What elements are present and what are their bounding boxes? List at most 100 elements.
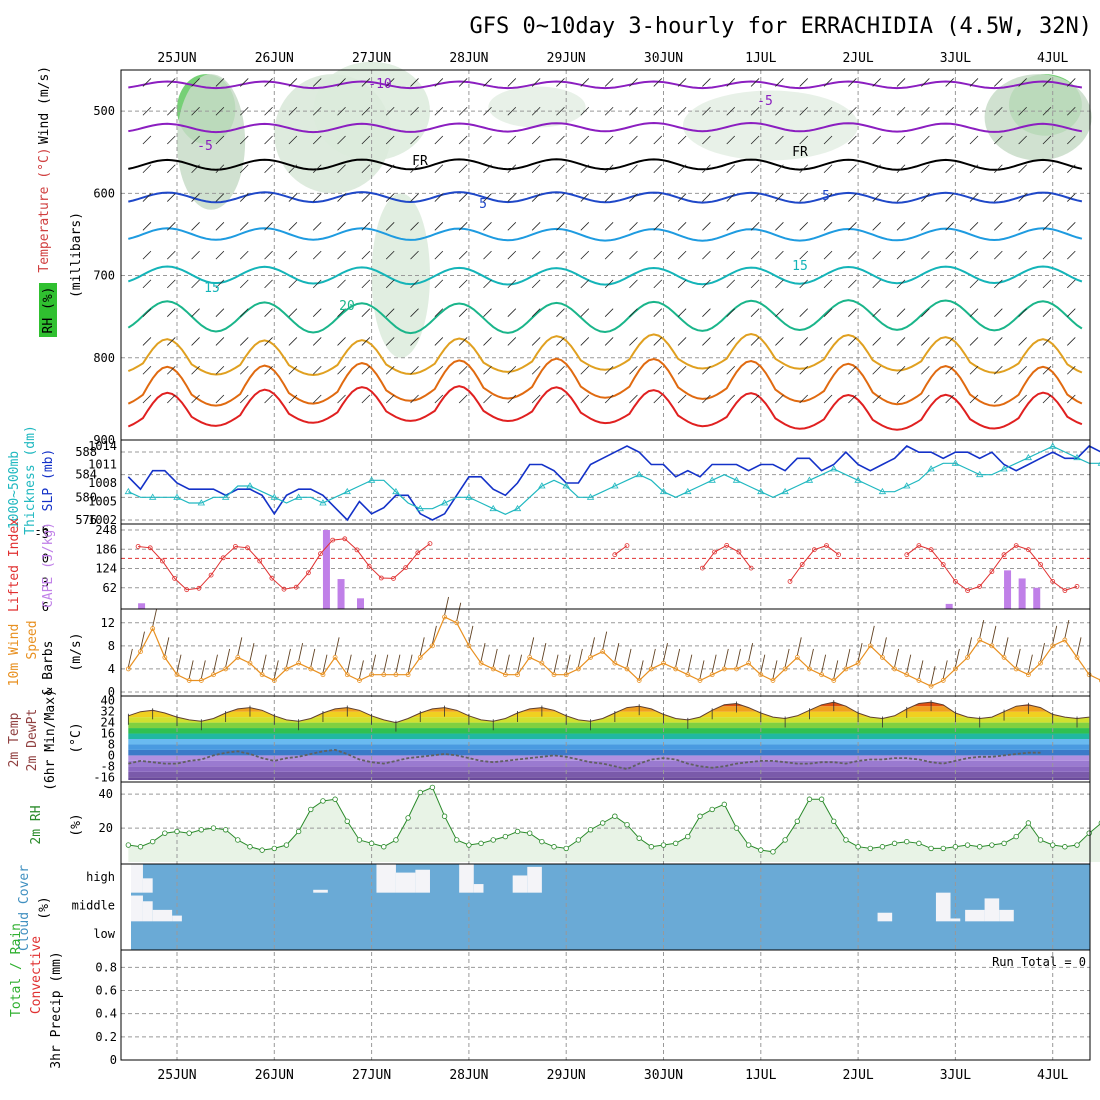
thickness-marker xyxy=(124,487,133,495)
wind-barb xyxy=(702,164,711,174)
wind-barb xyxy=(969,106,979,116)
wind-barb xyxy=(604,308,614,317)
wind-barb xyxy=(702,365,711,375)
lifted-index-marker xyxy=(736,549,742,555)
temp-color-band xyxy=(128,744,1090,750)
lifted-index-marker xyxy=(1050,579,1056,584)
wind-barb xyxy=(799,365,809,375)
cape-tick: 62 xyxy=(103,581,117,595)
rh-marker xyxy=(818,796,825,802)
wind-barb xyxy=(556,135,565,145)
wind-barb xyxy=(288,78,298,87)
wind-barb xyxy=(361,164,371,174)
pressure-tick: 500 xyxy=(93,104,115,118)
wind-barb xyxy=(531,279,541,289)
wind-barb xyxy=(434,250,444,260)
wind-barb xyxy=(945,193,954,202)
lifted-index-line xyxy=(789,545,839,582)
wind-barb xyxy=(677,222,687,231)
temp-color-band xyxy=(128,771,1090,778)
wind-barb xyxy=(337,135,346,145)
wind-barb xyxy=(385,394,395,404)
wind-barb xyxy=(750,222,760,231)
lifted-index-marker xyxy=(1001,552,1007,558)
rh-marker xyxy=(539,838,545,845)
rh-marker xyxy=(685,833,691,840)
wind-barb xyxy=(677,279,687,289)
date-label-bottom: 25JUN xyxy=(157,1068,196,1083)
surface-wind-barb xyxy=(225,648,231,668)
rh-marker xyxy=(441,813,448,819)
wind-barb xyxy=(239,394,249,404)
wind-barb xyxy=(848,308,857,317)
surface-wind-barb xyxy=(796,637,802,656)
wind-barb xyxy=(215,135,225,145)
rh-marker xyxy=(332,796,338,802)
surface-wind-barb xyxy=(736,648,741,668)
surface-wind-barb xyxy=(809,648,814,668)
thickness-marker xyxy=(586,493,595,500)
wind-barb xyxy=(848,250,857,260)
wind-barb xyxy=(385,78,395,87)
wind-barb xyxy=(580,135,590,145)
lifted-index-marker xyxy=(953,579,958,584)
lifted-index-marker xyxy=(612,552,618,558)
temperature-contour xyxy=(128,158,1083,171)
wind-barb xyxy=(288,164,298,174)
wind-barb xyxy=(823,164,833,174)
precip-tick: 0.6 xyxy=(95,984,117,998)
rh-marker xyxy=(636,835,642,841)
wind-speed-marker xyxy=(1025,672,1031,678)
rh-marker xyxy=(137,844,144,850)
wind-speed-marker xyxy=(235,654,241,660)
wind-speed-marker xyxy=(600,649,606,655)
wind-barb xyxy=(896,135,906,145)
rh-marker xyxy=(1037,837,1044,843)
temperature-contour xyxy=(128,191,1083,204)
surface-wind-barb xyxy=(1003,637,1009,656)
wind-barb xyxy=(896,365,906,375)
wind-speed-marker xyxy=(174,672,180,678)
wind-barb xyxy=(483,394,492,404)
cloud-axis-label: (%) xyxy=(37,896,52,919)
wind-barb xyxy=(604,394,614,404)
wind-barb xyxy=(580,394,590,404)
cloud-layer-label: low xyxy=(93,927,115,941)
wind-barb xyxy=(191,106,200,116)
wind-barb xyxy=(1042,308,1052,317)
wind-speed-marker xyxy=(551,672,557,678)
wind-speed-marker xyxy=(198,678,204,683)
wind-barb xyxy=(337,193,346,202)
wind-barb xyxy=(361,308,371,317)
wind-barbs-label: & Barbs xyxy=(41,641,56,696)
wind-speed-marker xyxy=(150,626,156,631)
wind-speed-marker xyxy=(612,660,618,666)
wind-barb xyxy=(483,78,492,87)
wind-barb xyxy=(604,222,614,231)
temp-tick: 0 xyxy=(108,748,115,762)
wind-tick: 8 xyxy=(108,639,115,653)
rh-patch xyxy=(313,61,430,161)
wind-barb xyxy=(239,365,249,375)
surface-wind-barb xyxy=(140,631,145,650)
wind-barb xyxy=(458,250,468,260)
rh-marker xyxy=(1013,833,1019,840)
wind-barb xyxy=(239,135,249,145)
wind-barb xyxy=(1018,394,1027,404)
wind-barb xyxy=(337,337,346,346)
slp-label: SLP (mb) xyxy=(41,449,56,512)
wind-barb xyxy=(629,365,638,375)
date-label-top: 2JUL xyxy=(842,51,873,66)
temp-tick: 24 xyxy=(101,716,115,730)
wind-barb xyxy=(604,193,614,202)
wind-barb xyxy=(1042,365,1052,375)
wind-barb xyxy=(750,279,760,289)
wind-barb xyxy=(921,337,930,346)
rh-marker xyxy=(514,828,521,835)
wind-barb xyxy=(629,279,638,289)
temp-color-band xyxy=(128,755,1090,761)
surface-wind-barb xyxy=(967,637,973,656)
wind-barb xyxy=(702,308,711,317)
lifted-index-marker xyxy=(799,562,805,567)
lifted-index-marker xyxy=(147,545,153,551)
